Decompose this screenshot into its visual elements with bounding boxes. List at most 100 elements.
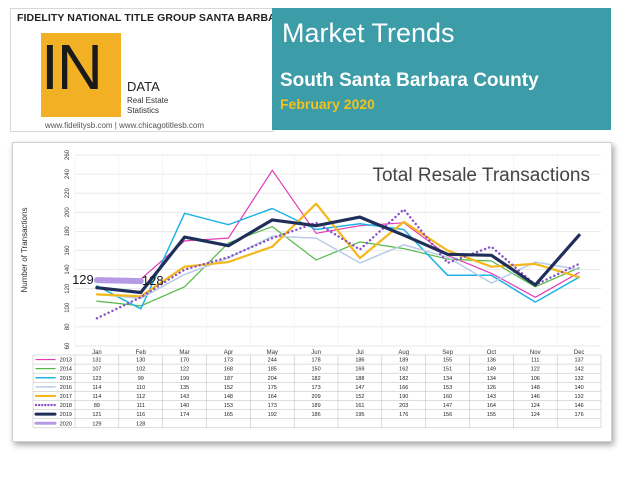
x-tick-label: Aug [398, 350, 409, 356]
table-cell: 122 [180, 367, 189, 373]
table-cell: 151 [443, 367, 452, 373]
table-cell: 116 [136, 412, 145, 418]
table-cell: 122 [531, 367, 540, 373]
website-links[interactable]: www.fidelitysb.com | www.chicagotitlesb.… [45, 121, 205, 130]
table-cell: 155 [443, 358, 452, 364]
table-cell: 186 [311, 412, 320, 418]
title-card: Market Trends South Santa Barbara County… [272, 8, 611, 130]
table-cell: 111 [137, 403, 145, 409]
table-cell: 142 [574, 367, 583, 373]
table-cell: 134 [443, 376, 452, 382]
table-cell: 124 [531, 412, 540, 418]
table-cell: 168 [224, 367, 233, 373]
table-cell: 195 [355, 412, 364, 418]
table-cell: 147 [443, 403, 452, 409]
table-cell: 162 [399, 367, 408, 373]
table-cell: 166 [399, 385, 408, 391]
y-tick-label: 180 [65, 226, 71, 237]
y-tick-label: 120 [65, 283, 71, 294]
logo-data-text: DATA [127, 79, 160, 94]
x-tick-label: Apr [224, 350, 233, 356]
series-line-2020 [93, 277, 144, 285]
table-cell: 132 [574, 394, 583, 400]
x-tick-label: Jul [356, 350, 364, 356]
x-tick-label: Feb [136, 350, 147, 356]
table-cell: 176 [574, 412, 583, 418]
table-cell: 174 [180, 412, 189, 418]
x-tick-label: Oct [487, 350, 497, 356]
table-cell: 185 [268, 367, 277, 373]
table-cell: 186 [355, 358, 364, 364]
table-cell: 143 [487, 394, 496, 400]
table-cell: 148 [224, 394, 233, 400]
table-cell: 189 [311, 403, 320, 409]
y-tick-label: 200 [65, 207, 71, 218]
table-cell: 182 [311, 376, 320, 382]
axes: 60 80 100 120 140 160 180 200 220 240 260 Jan Feb Mar… [65, 149, 584, 356]
table-cell: 169 [355, 367, 364, 373]
y-tick-label: 60 [65, 342, 71, 349]
table-cell: 155 [487, 412, 496, 418]
table-cell: 132 [574, 376, 583, 382]
table-cell: 130 [136, 358, 145, 364]
series-line-2019 [95, 215, 581, 295]
table-cell: 135 [180, 385, 189, 391]
table-cell: 110 [136, 385, 145, 391]
y-axis-label: Number of Transactions [20, 208, 29, 293]
table-cell: 146 [574, 403, 583, 409]
table-cell: 89 [94, 403, 100, 409]
legend-label: 2016 [60, 385, 72, 391]
table-cell: 165 [224, 412, 233, 418]
page-title: Market Trends [282, 18, 455, 48]
logo-card: FIDELITY NATIONAL TITLE GROUP SANTA BARB… [10, 8, 291, 132]
x-tick-label: May [267, 350, 278, 356]
table-cell: 160 [443, 394, 452, 400]
x-tick-label: Dec [574, 350, 585, 356]
series-line-2017 [95, 202, 581, 298]
legend-label: 2014 [60, 367, 72, 373]
chart-card: 60 80 100 120 140 160 180 200 220 240 260 Jan Feb Mar… [12, 142, 612, 442]
y-tick-label: 240 [65, 168, 71, 179]
table-cell: 204 [268, 376, 277, 382]
table-cell: 124 [531, 403, 540, 409]
table-cell: 189 [399, 358, 408, 364]
x-tick-label: Nov [530, 350, 541, 356]
table-cell: 143 [180, 394, 189, 400]
chart-title: Total Resale Transactions [372, 165, 590, 186]
logo-yellow-block [41, 33, 121, 117]
table-cell: 126 [487, 385, 496, 391]
legend-label: 2020 [60, 421, 72, 427]
logo-subtitle-2: Statistics [127, 106, 160, 115]
x-tick-label: Mar [179, 350, 189, 356]
table-cell: 170 [180, 358, 189, 364]
table-cell: 152 [224, 385, 233, 391]
table-cell: 147 [355, 385, 364, 391]
table-cell: 121 [92, 412, 101, 418]
table-cell: 107 [92, 367, 101, 373]
table-cell: 114 [93, 385, 102, 391]
logo-subtitle-1: Real Estate [127, 96, 169, 105]
table-cell: 244 [268, 358, 277, 364]
series-lines: 129 128 [72, 169, 581, 320]
table-cell: 176 [399, 412, 408, 418]
table-cell: 134 [487, 376, 496, 382]
line-chart: 60 80 100 120 140 160 180 200 220 240 260 Jan Feb Mar… [20, 149, 602, 429]
table-cell: 123 [92, 376, 101, 382]
table-cell: 190 [399, 394, 408, 400]
table-cell: 102 [136, 367, 145, 373]
brand-name: FIDELITY NATIONAL TITLE GROUP SANTA BARB… [17, 12, 292, 24]
table-cell: 164 [268, 394, 277, 400]
legend-label: 2015 [60, 376, 72, 382]
table-cell: 161 [355, 403, 364, 409]
x-tick-label: Jan [92, 350, 102, 356]
table-cell: 140 [574, 385, 583, 391]
table-cell: 137 [574, 358, 583, 364]
x-tick-label: Sep [442, 350, 453, 356]
y-tick-label: 80 [65, 323, 71, 330]
table-cell: 112 [136, 394, 145, 400]
legend-label: 2017 [60, 394, 72, 400]
table-cell: 164 [487, 403, 496, 409]
table-cell: 203 [399, 403, 408, 409]
table-cell: 188 [355, 376, 364, 382]
table-cell: 153 [224, 403, 233, 409]
